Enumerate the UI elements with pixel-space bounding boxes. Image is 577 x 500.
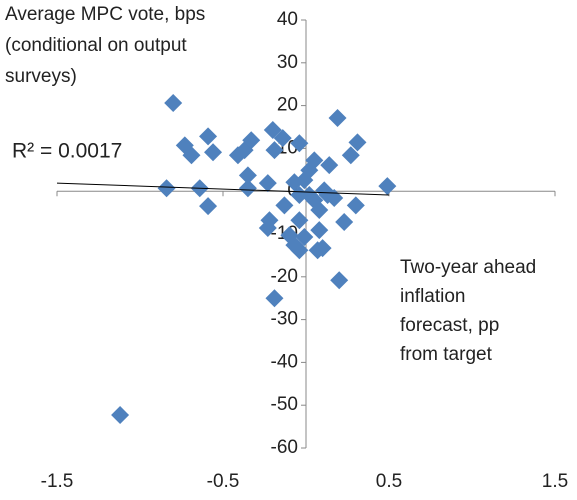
point (238, 179, 257, 198)
point (182, 146, 201, 165)
point (305, 151, 324, 170)
point (204, 143, 223, 162)
point (320, 156, 339, 175)
point (341, 146, 360, 165)
point (258, 219, 277, 238)
x-tick-label: 0.5 (376, 471, 402, 492)
x-tick-label: 1.5 (542, 471, 568, 492)
y-axis-label: Average MPC vote, bps (5, 4, 205, 25)
point (290, 186, 309, 205)
point (310, 201, 329, 220)
y-tick-label: -60 (271, 437, 298, 458)
y-tick-label: -30 (271, 309, 298, 330)
point (265, 289, 284, 308)
point (310, 221, 329, 240)
x-axis-label: forecast, pp (400, 315, 499, 336)
y-tick-label: -20 (271, 266, 298, 287)
y-axis-label: surveys) (5, 66, 77, 87)
y-tick-label: 40 (277, 9, 298, 30)
y-tick-label: -50 (271, 394, 298, 415)
point (346, 196, 365, 215)
x-tick-label: -0.5 (207, 471, 240, 492)
point (295, 227, 314, 246)
point (290, 211, 309, 230)
x-axis-label: Two-year ahead (400, 257, 536, 278)
y-tick-label: 0 (287, 180, 298, 201)
x-tick-label: -1.5 (41, 471, 74, 492)
y-tick-label: 30 (277, 52, 298, 73)
x-axis-label: from target (400, 344, 493, 365)
point (199, 127, 218, 146)
point (335, 213, 354, 232)
y-tick-label: -40 (271, 351, 298, 372)
point (258, 174, 277, 193)
x-axis-label: inflation (400, 286, 466, 307)
point (328, 109, 347, 128)
trendline (56, 182, 390, 196)
point (290, 134, 309, 153)
point (348, 133, 367, 152)
point (242, 131, 261, 150)
point (238, 166, 257, 185)
point (290, 241, 309, 260)
point (164, 94, 183, 113)
point (199, 197, 218, 216)
point (273, 129, 292, 148)
point (313, 239, 332, 258)
point (275, 196, 294, 215)
point (263, 120, 282, 139)
point (378, 177, 397, 196)
y-tick-label: 20 (277, 95, 298, 116)
annotation: R² = 0.0017 (12, 140, 122, 163)
point (330, 271, 349, 290)
y-axis-label: (conditional on output (5, 35, 187, 56)
point (265, 141, 284, 160)
point (157, 179, 176, 198)
point (111, 406, 130, 425)
